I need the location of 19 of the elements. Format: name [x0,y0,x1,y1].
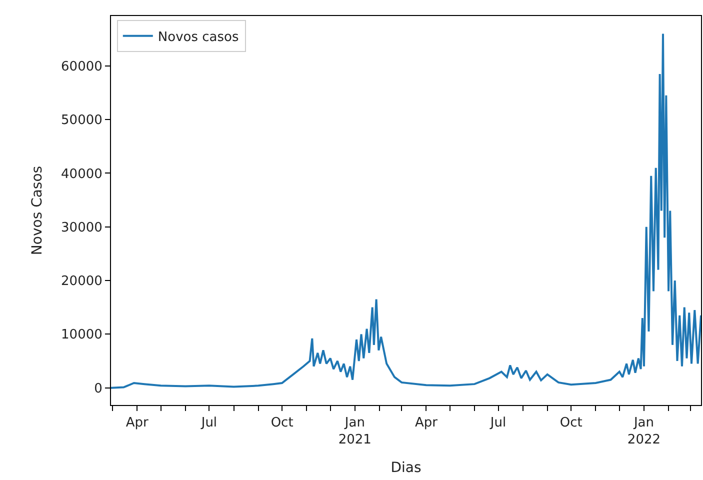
x-tick-label: Jul [489,416,506,431]
y-tick-label: 0 [94,381,102,396]
legend-label: Novos casos [158,30,239,45]
y-tick-label: 50000 [61,113,102,128]
y-tick-label: 30000 [61,220,102,236]
x-axis-title: Dias [390,460,422,476]
x-tick-label: Oct [270,416,294,431]
x-tick-label: Jan 2021 [338,416,372,448]
y-tick-label: 60000 [61,59,102,74]
y-tick-label: 10000 [61,328,102,343]
line-series [111,32,701,389]
x-tick-label: Jul [200,416,218,431]
x-tick-label: Apr [126,416,150,431]
x-tick-label: Apr [414,416,438,431]
y-axis-title: Novos Casos [30,166,46,256]
x-tick-label: Jan 2022 [627,416,661,448]
y-tick-label: 40000 [61,166,102,182]
x-tick-label: Oct [560,416,582,431]
y-tick-label: 20000 [61,274,102,290]
